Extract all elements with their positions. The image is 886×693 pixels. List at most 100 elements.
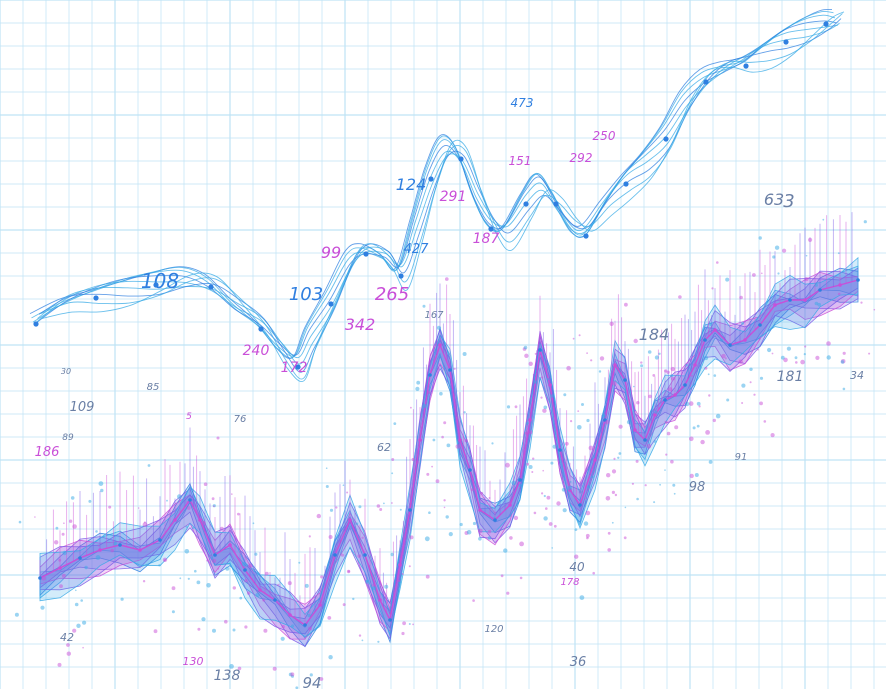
particle (567, 485, 573, 491)
particle (219, 526, 224, 531)
particle (412, 623, 414, 626)
particle (84, 565, 88, 570)
particle (543, 516, 548, 521)
particle (633, 385, 635, 388)
particle (171, 610, 175, 614)
particle (206, 583, 211, 588)
series-2-point (788, 298, 792, 302)
particle (592, 571, 595, 575)
data-label: 34 (850, 369, 864, 382)
particle (342, 603, 346, 607)
particle (800, 359, 805, 365)
particle (224, 619, 228, 624)
series-2-point (198, 518, 202, 522)
particle (634, 409, 637, 412)
series-1-point (295, 364, 301, 370)
series-2-band (39, 256, 859, 638)
particle (82, 620, 87, 625)
series-2-point (803, 298, 807, 302)
data-label: 130 (183, 655, 204, 668)
particle (478, 537, 482, 541)
particle (761, 272, 763, 275)
particle (607, 531, 611, 535)
particle (432, 438, 436, 442)
particle (873, 308, 876, 311)
particle (623, 536, 627, 540)
particle (244, 579, 248, 583)
particle (459, 522, 463, 527)
particle (692, 426, 696, 430)
series-2-point (398, 563, 402, 567)
particle (357, 554, 362, 558)
data-label: 120 (484, 624, 503, 635)
series-bands (29, 8, 859, 648)
particle (185, 525, 188, 528)
particle (371, 585, 377, 591)
series-2-point (643, 438, 647, 442)
particle (191, 526, 195, 530)
particle (361, 536, 364, 539)
particle (355, 522, 359, 526)
particle (280, 636, 285, 641)
particle (721, 353, 726, 359)
data-label: 40 (569, 560, 585, 574)
series-2-point (438, 343, 442, 347)
particle (758, 236, 762, 240)
particle (108, 505, 112, 509)
data-label: 342 (345, 315, 376, 334)
particle (384, 584, 389, 589)
particle (837, 252, 840, 255)
particle (505, 462, 510, 468)
particle (613, 457, 616, 460)
series-2-point (333, 553, 337, 557)
particle (528, 430, 533, 435)
particle (399, 508, 402, 511)
particle (229, 664, 234, 669)
series-2-point (856, 278, 860, 282)
particle (605, 420, 610, 425)
series-2-point (288, 613, 292, 617)
particle (295, 686, 299, 690)
series-1-point (258, 326, 264, 332)
particle (547, 378, 550, 381)
particle (689, 436, 694, 442)
particle (658, 352, 661, 355)
particle (703, 355, 709, 361)
particle (636, 401, 640, 405)
particle (611, 521, 614, 524)
particle (352, 597, 355, 601)
particle (631, 482, 635, 485)
particle (445, 277, 449, 281)
particle (808, 237, 813, 242)
series-2-point (538, 348, 542, 352)
particle (519, 541, 524, 547)
particle (581, 403, 584, 406)
particle (740, 321, 745, 325)
particle (415, 460, 419, 464)
particle (602, 414, 606, 418)
series-2-point (518, 478, 522, 482)
data-label: 62 (377, 441, 391, 454)
particle (439, 391, 443, 396)
data-label: 186 (35, 445, 60, 460)
particle (441, 435, 444, 439)
particle (607, 548, 611, 552)
particle (187, 506, 191, 510)
particle (814, 283, 818, 287)
data-label: 187 (473, 231, 500, 247)
particle (708, 460, 713, 464)
particle (664, 469, 666, 471)
series-2-point (258, 588, 262, 592)
series-2-point (493, 518, 497, 522)
particle (232, 628, 236, 632)
series-2-point (318, 603, 322, 607)
series-1-point (93, 295, 99, 301)
particle (95, 555, 101, 560)
data-label: 167 (424, 310, 444, 321)
particle (63, 522, 65, 524)
data-label: 63 (764, 190, 784, 209)
particle (217, 567, 220, 570)
particle (329, 508, 334, 512)
particle (287, 581, 292, 586)
